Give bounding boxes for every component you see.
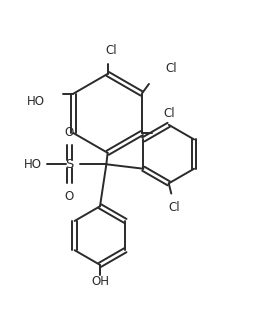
Text: Cl: Cl <box>169 201 180 214</box>
Text: S: S <box>65 158 74 171</box>
Text: Cl: Cl <box>106 44 117 57</box>
Text: O: O <box>65 126 74 139</box>
Text: OH: OH <box>91 274 109 288</box>
Text: HO: HO <box>24 158 41 171</box>
Text: Cl: Cl <box>165 62 177 75</box>
Text: O: O <box>65 190 74 203</box>
Text: Cl: Cl <box>164 107 175 120</box>
Text: HO: HO <box>27 96 45 108</box>
